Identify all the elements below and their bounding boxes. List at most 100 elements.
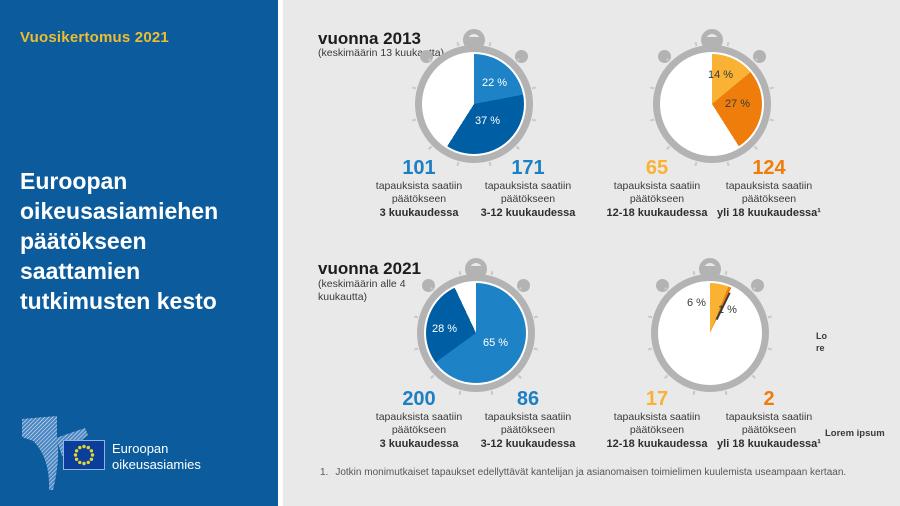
- tick-mark-outer: [517, 287, 522, 292]
- stat-2021-3-months: 200 tapauksista saatiin päätökseen 3 kuu…: [357, 388, 481, 451]
- stat-2013-3-months: 101 tapauksista saatiin päätökseen 3 kuu…: [357, 157, 481, 220]
- tick-mark-outer: [726, 161, 730, 167]
- tick-mark-outer: [769, 118, 775, 122]
- stat-duration: 3-12 kuukaudessa: [480, 207, 576, 219]
- stat-desc: tapauksista saatiin päätökseen: [484, 180, 572, 205]
- stat-value: 65: [645, 157, 669, 179]
- stat-value: 2: [763, 388, 775, 410]
- pie-label: 37 %: [475, 115, 501, 127]
- tick-mark-outer: [515, 58, 520, 63]
- tick-mark-outer: [666, 58, 671, 63]
- footnote: 1. Jotkin monimutkaiset tapaukset edellyt…: [320, 467, 880, 478]
- stat-value: 101: [402, 157, 436, 179]
- stopwatch-stem-icon: [466, 37, 482, 47]
- stat-2013-over-18-months: 124 tapauksista saatiin päätökseen yli 1…: [707, 157, 831, 220]
- pie-label: 27 %: [725, 98, 751, 110]
- tick-mark-outer: [649, 118, 655, 122]
- eu-flag-icon: [63, 440, 105, 470]
- stat-duration: 12-18 kuukaudessa: [606, 438, 708, 450]
- tick-mark-outer: [767, 347, 773, 351]
- tick-mark-outer: [664, 374, 669, 379]
- tick-mark-outer: [724, 390, 728, 396]
- tick-mark-outer: [413, 347, 419, 351]
- tick-mark-outer: [753, 58, 758, 63]
- pie-2021-over-12-months: [660, 283, 760, 383]
- stat-value: 86: [516, 388, 540, 410]
- ombudsman-logo: Euroopan oikeusasiamies: [0, 412, 278, 498]
- stat-value: 171: [511, 157, 545, 179]
- stat-duration: 3 kuukaudessa: [379, 438, 459, 450]
- tick-mark-outer: [490, 270, 494, 276]
- tick-mark-outer: [666, 145, 671, 150]
- pie-label: 1 %: [718, 304, 737, 316]
- stat-duration: 3-12 kuukaudessa: [480, 438, 576, 450]
- stat-desc: tapauksista saatiin päätökseen: [725, 411, 813, 436]
- logo-line-2: oikeusasiamies: [112, 457, 201, 472]
- pie-label: 28 %: [432, 323, 458, 335]
- stopwatch-stem-icon: [704, 37, 720, 47]
- stopwatch-2013-over-12-months: 14 % 27 %: [649, 29, 775, 167]
- tick-mark-outer: [724, 270, 728, 276]
- pie-label: 14 %: [708, 69, 734, 81]
- stat-duration: 12-18 kuukaudessa: [606, 207, 708, 219]
- footnote-marker: 1.: [320, 467, 329, 478]
- stat-2013-3-12-months: 171 tapauksista saatiin päätökseen 3-12 …: [466, 157, 590, 220]
- pie-2021-under-12-months: [426, 283, 526, 383]
- row-subtitle-2021: (keskimäärin alle 4 kuukautta): [318, 278, 406, 303]
- content-panel: [283, 0, 900, 506]
- tick-mark-outer: [664, 287, 669, 292]
- tick-mark-outer: [428, 145, 433, 150]
- logo-line-1: Euroopan: [112, 441, 169, 456]
- stat-desc: tapauksista saatiin päätökseen: [613, 180, 701, 205]
- page-title: Euroopan oikeusasiamiehen päätökseen saa…: [20, 168, 219, 314]
- stat-value: 200: [402, 388, 436, 410]
- stray-lorem-ipsum: Lorem ipsum: [825, 428, 885, 439]
- tick-mark-outer: [428, 58, 433, 63]
- stat-2013-12-18-months: 65 tapauksista saatiin päätökseen 12-18 …: [595, 157, 719, 220]
- stopwatch-2021-under-12-months: 65 % 28 %: [413, 258, 539, 396]
- stat-value: 17: [645, 388, 669, 410]
- stat-2021-12-18-months: 17 tapauksista saatiin päätökseen 12-18 …: [595, 388, 719, 451]
- tick-mark-outer: [488, 41, 492, 47]
- pie-label: 22 %: [482, 77, 508, 89]
- pie-2013-under-12-months: [424, 54, 524, 154]
- row-subtitle-2013: (keskimäärin 13 kuukautta): [318, 47, 445, 59]
- tick-mark-outer: [726, 41, 730, 47]
- stopwatch-2021-over-12-months: 6 % 1 %: [647, 258, 773, 396]
- tick-mark-outer: [751, 287, 756, 292]
- stat-desc: tapauksista saatiin päätökseen: [725, 180, 813, 205]
- stat-value: 124: [752, 157, 786, 179]
- stat-desc: tapauksista saatiin päätökseen: [375, 411, 463, 436]
- stat-duration: yli 18 kuukaudessa¹: [717, 438, 821, 450]
- footnote-text: Jotkin monimutkaiset tapaukset edellyttä…: [335, 467, 847, 478]
- row-title-2021: vuonna 2021: [318, 259, 421, 278]
- stat-desc: tapauksista saatiin päätökseen: [613, 411, 701, 436]
- pie-label: 65 %: [483, 337, 509, 349]
- stat-desc: tapauksista saatiin päätökseen: [484, 411, 572, 436]
- stopwatch-stem-icon: [702, 266, 718, 276]
- report-label: Vuosikertomus 2021: [20, 29, 169, 46]
- row-title-2013: vuonna 2013: [318, 29, 421, 48]
- tick-mark-outer: [753, 145, 758, 150]
- tick-mark-outer: [531, 118, 537, 122]
- tick-mark-outer: [488, 161, 492, 167]
- stat-desc: tapauksista saatiin päätökseen: [375, 180, 463, 205]
- tick-mark-outer: [517, 374, 522, 379]
- stopwatch-2013-under-12-months: 22 % 37 %: [411, 29, 537, 167]
- tick-mark-outer: [490, 390, 494, 396]
- tick-mark-outer: [430, 374, 435, 379]
- sidebar: Vuosikertomus 2021 Euroopan oikeusasiami…: [0, 0, 278, 506]
- stat-duration: 3 kuukaudessa: [379, 207, 459, 219]
- logo-wordmark: Euroopan oikeusasiamies: [112, 441, 201, 473]
- pie-2013-over-12-months: [662, 54, 762, 154]
- stat-2021-over-18-months: 2 tapauksista saatiin päätökseen yli 18 …: [707, 388, 831, 451]
- stat-duration: yli 18 kuukaudessa¹: [717, 207, 821, 219]
- tick-mark-outer: [411, 118, 417, 122]
- stopwatch-stem-icon: [468, 266, 484, 276]
- tick-mark-outer: [430, 287, 435, 292]
- tick-mark-outer: [751, 374, 756, 379]
- tick-mark-outer: [647, 347, 653, 351]
- pie-label: 6 %: [687, 297, 706, 309]
- stray-placeholder-text: Lo re: [816, 331, 827, 353]
